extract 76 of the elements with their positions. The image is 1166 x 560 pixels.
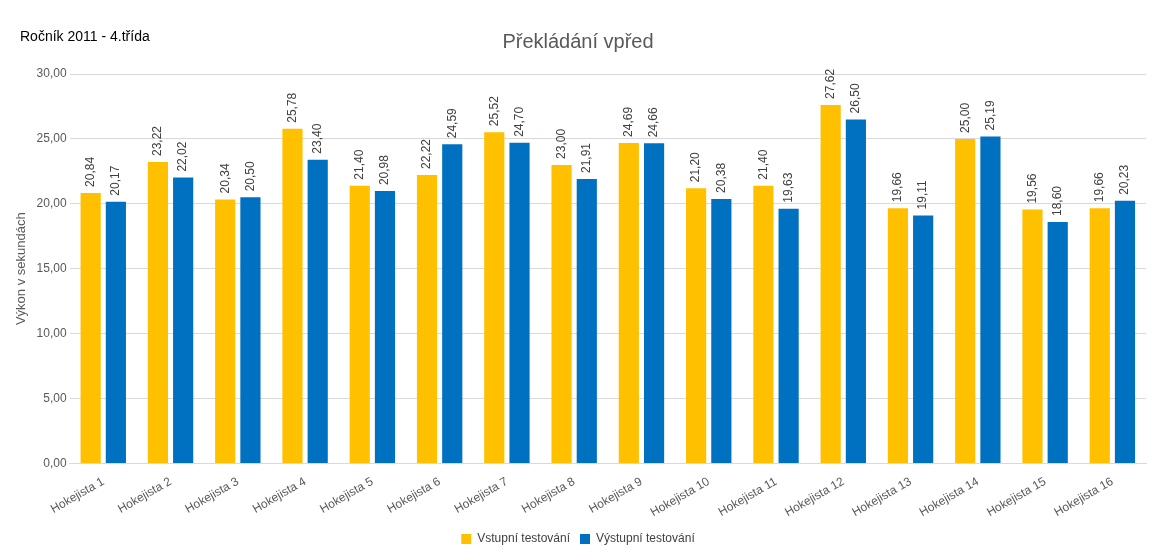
data-label: 25,78 (284, 92, 299, 123)
bar (173, 177, 194, 464)
bar (887, 208, 909, 464)
data-label: 22,02 (175, 141, 190, 172)
bar (80, 192, 101, 464)
data-label: 25,19 (982, 100, 997, 131)
bar (551, 164, 572, 464)
data-label: 23,22 (150, 125, 165, 157)
data-label: 23,40 (310, 123, 325, 154)
bar (1022, 209, 1043, 464)
data-label: 18,60 (1050, 185, 1065, 217)
bar (576, 179, 597, 464)
bar (753, 185, 774, 464)
data-label: 25,00 (957, 102, 972, 133)
data-label: 25,52 (486, 95, 501, 127)
data-label: 22,22 (419, 138, 434, 170)
bar (913, 215, 934, 464)
chart-title: Překládání vpřed (502, 29, 654, 52)
bar (845, 119, 866, 464)
y-tick-label: 0,00 (43, 455, 67, 470)
data-label: 27,62 (822, 68, 837, 99)
data-label: 24,70 (511, 106, 526, 137)
bar (980, 136, 1001, 464)
y-tick-label: 30,00 (36, 66, 67, 81)
data-label: 20,84 (82, 156, 97, 187)
bar (240, 197, 261, 464)
bar (416, 175, 438, 464)
bar (686, 188, 707, 464)
bar (643, 143, 665, 464)
data-label: 20,23 (1117, 164, 1132, 195)
data-label: 20,38 (713, 162, 728, 193)
y-tick-label: 20,00 (36, 196, 67, 211)
text: Ročník 2011 - 4.třída (20, 27, 150, 44)
data-label: 21,40 (755, 149, 770, 180)
bar (349, 185, 370, 464)
bar (442, 144, 463, 464)
bar (484, 132, 505, 464)
data-label: 24,69 (621, 106, 636, 137)
data-label: 20,50 (242, 160, 257, 192)
bar (778, 208, 799, 464)
y-tick-label: 15,00 (36, 261, 67, 276)
data-label: 24,66 (646, 106, 661, 138)
data-label: 19,63 (780, 172, 795, 203)
y-tick-label: 5,00 (43, 390, 67, 405)
data-label: 24,59 (444, 107, 459, 139)
bar (1047, 222, 1068, 464)
data-label: 20,17 (108, 165, 123, 196)
bar (1114, 200, 1136, 464)
bar (147, 162, 169, 464)
bar (955, 138, 976, 464)
bar (105, 201, 126, 464)
data-label: 21,40 (352, 149, 367, 180)
data-label: 19,66 (890, 171, 905, 203)
bar (618, 142, 639, 464)
bar (1089, 208, 1110, 464)
data-label: 19,56 (1024, 173, 1039, 204)
bar (820, 104, 841, 464)
legend-label: Vstupní testování (477, 531, 571, 546)
y-tick-label: 10,00 (36, 325, 67, 340)
data-label: 26,50 (848, 83, 863, 114)
bar (509, 142, 530, 464)
data-label: 19,11 (915, 179, 930, 210)
bar (282, 128, 303, 464)
legend-label: Výstupní testování (596, 531, 696, 546)
bar (215, 199, 236, 464)
y-tick-label: 25,00 (36, 131, 67, 146)
bar (711, 198, 732, 464)
data-label: 21,20 (688, 151, 703, 183)
bar (374, 191, 396, 464)
data-label: 20,98 (377, 154, 392, 186)
data-label: 21,91 (579, 142, 594, 174)
data-label: 20,34 (217, 163, 232, 194)
bar (307, 159, 328, 464)
y-axis-title: Výkon v sekundách (13, 212, 29, 326)
data-label: 19,66 (1092, 171, 1107, 203)
data-label: 23,00 (553, 128, 568, 159)
